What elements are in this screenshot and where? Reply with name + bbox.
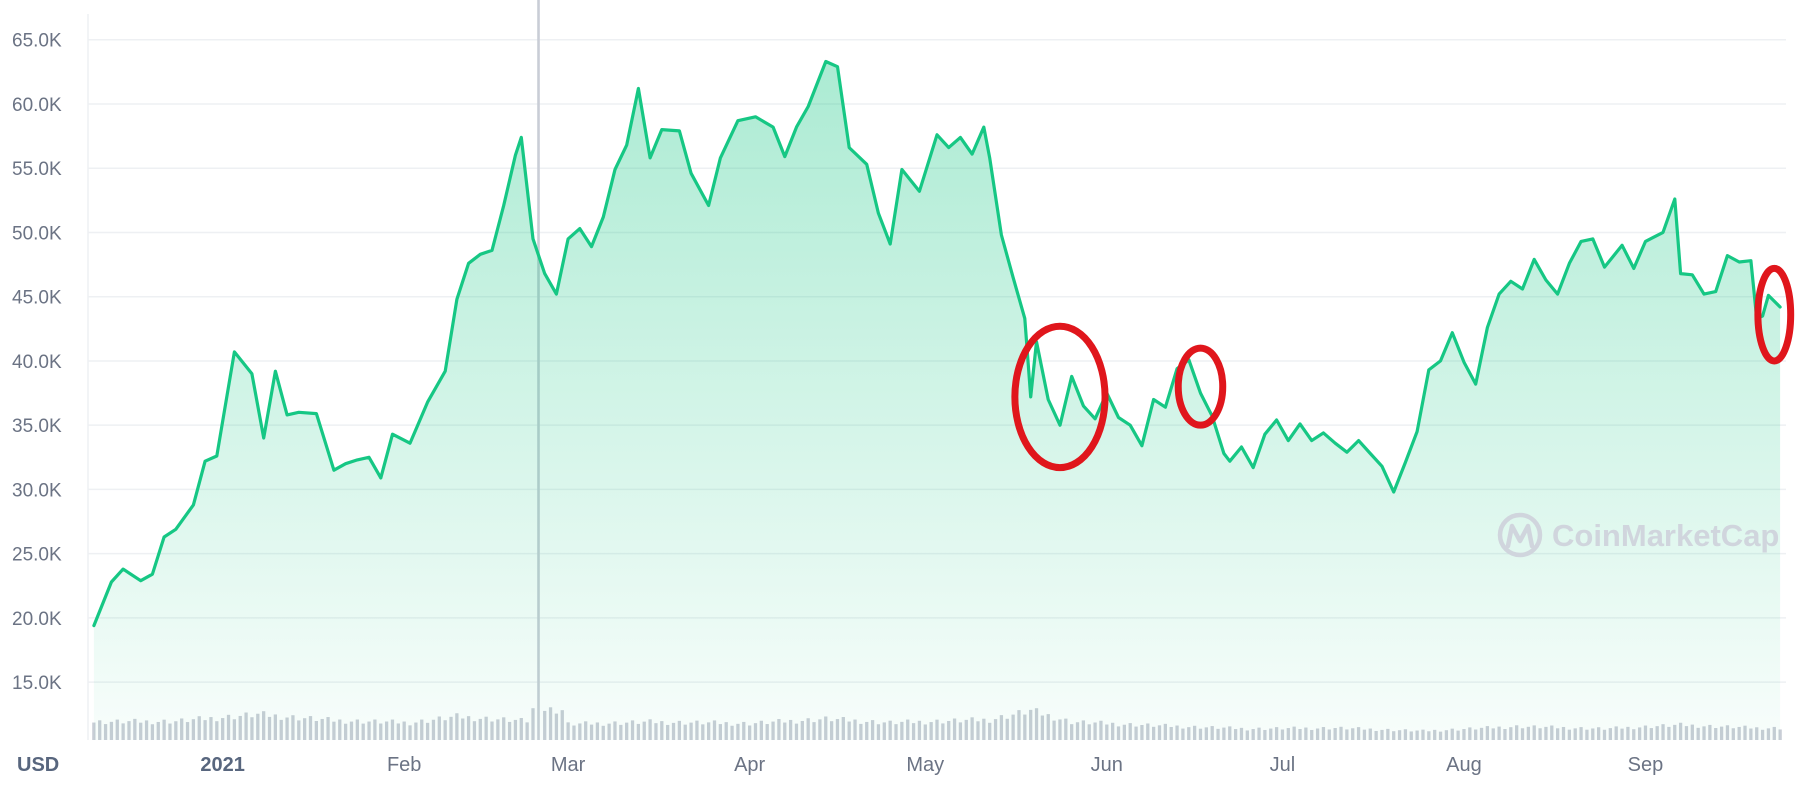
price-line [92, 59, 1782, 628]
y-tick-label: 30.0K [12, 480, 62, 501]
x-tick-label: Jun [1091, 754, 1123, 776]
currency-label: USD [17, 754, 59, 776]
annotation-circle [1754, 264, 1795, 365]
price-area [93, 61, 1781, 740]
coinmarketcap-logo-icon [1497, 512, 1543, 558]
x-tick-label: Jul [1270, 754, 1296, 776]
x-tick-label: May [906, 754, 944, 776]
y-tick-label: 60.0K [12, 95, 62, 116]
x-tick-label: Feb [387, 754, 421, 776]
x-tick-label: Sep [1628, 754, 1664, 776]
x-axis: 2021 Feb Mar Apr May Jun Jul Aug Sep [200, 754, 1663, 776]
annotation-circle [1174, 344, 1227, 429]
y-tick-label: 15.0K [12, 673, 62, 694]
y-tick-label: 65.0K [12, 31, 62, 52]
annotations [1011, 264, 1795, 472]
y-axis: 65.0K 60.0K 55.0K 50.0K 45.0K 40.0K 35.0K 30.0K… [12, 31, 62, 694]
annotation-circle [1011, 322, 1109, 472]
x-tick-label: Mar [551, 754, 586, 776]
y-tick-label: 20.0K [12, 609, 62, 630]
volume-bar [92, 722, 96, 740]
x-tick-label: Aug [1446, 754, 1482, 776]
y-tick-label: 25.0K [12, 545, 62, 566]
watermark-text: CoinMarketCap [1552, 518, 1779, 553]
x-tick-label: 2021 [200, 754, 245, 776]
x-tick-label: Apr [734, 754, 765, 776]
y-tick-label: 55.0K [12, 159, 62, 180]
y-tick-label: 35.0K [12, 416, 62, 437]
coinmarketcap-watermark: CoinMarketCap [1497, 512, 1779, 558]
y-tick-label: 45.0K [12, 288, 62, 309]
volume-bar [1778, 729, 1782, 740]
y-tick-label: 50.0K [12, 223, 62, 244]
y-tick-label: 40.0K [12, 352, 62, 373]
